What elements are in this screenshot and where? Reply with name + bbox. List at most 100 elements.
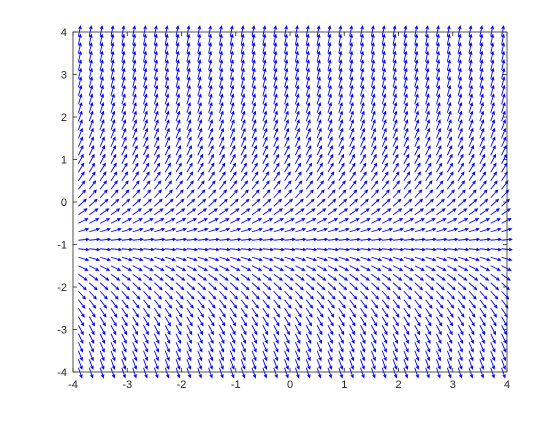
field-arrow <box>392 218 404 224</box>
field-arrow <box>208 76 213 88</box>
field-arrow <box>78 198 87 207</box>
field-arrow <box>99 42 104 54</box>
field-arrow <box>208 247 220 252</box>
field-arrow <box>490 316 497 327</box>
field-arrow <box>392 136 398 147</box>
field-arrow <box>501 25 505 37</box>
field-arrow <box>229 350 235 362</box>
field-arrow <box>240 189 249 199</box>
field-arrow <box>153 33 158 45</box>
field-arrow <box>78 325 84 336</box>
field-arrow <box>175 25 180 37</box>
y-tick-label: 1 <box>61 155 67 167</box>
field-arrow <box>121 171 129 181</box>
field-arrow <box>479 218 491 224</box>
field-arrow <box>414 180 422 190</box>
field-arrow <box>154 189 163 199</box>
field-arrow <box>436 316 443 327</box>
field-arrow <box>479 50 484 62</box>
field-arrow <box>229 25 234 37</box>
field-arrow <box>251 282 261 291</box>
field-arrow <box>99 198 109 207</box>
field-arrow <box>327 162 334 173</box>
field-arrow <box>262 350 268 362</box>
field-arrow <box>457 333 464 344</box>
field-arrow <box>153 42 158 54</box>
field-arrow <box>132 119 138 130</box>
field-arrow <box>316 342 322 353</box>
field-arrow <box>197 110 202 122</box>
field-arrow <box>446 50 451 62</box>
field-arrow <box>360 153 366 164</box>
field-arrow <box>273 189 282 199</box>
field-arrow <box>468 325 475 336</box>
field-arrow <box>381 299 390 309</box>
field-arrow <box>99 162 106 173</box>
field-arrow <box>458 237 470 242</box>
field-arrow <box>229 42 234 54</box>
field-arrow <box>186 218 198 224</box>
field-arrow <box>229 33 234 45</box>
field-arrow <box>381 25 386 37</box>
field-arrow <box>284 93 289 105</box>
y-tick-label: 0 <box>61 197 67 209</box>
field-arrow <box>305 76 311 88</box>
field-arrow <box>414 333 420 344</box>
field-arrow <box>219 325 225 336</box>
field-arrow <box>436 237 448 242</box>
field-arrow <box>99 180 108 190</box>
field-arrow <box>78 101 83 113</box>
field-arrow <box>219 180 227 190</box>
field-arrow <box>240 127 246 139</box>
field-arrow <box>241 237 253 242</box>
field-arrow <box>273 110 278 122</box>
field-arrow <box>240 162 247 173</box>
field-arrow <box>99 208 110 216</box>
field-arrow <box>479 359 485 370</box>
field-arrow <box>77 25 82 37</box>
field-arrow <box>479 237 492 242</box>
field-arrow <box>197 299 205 309</box>
field-arrow <box>284 59 289 71</box>
field-arrow <box>208 198 218 207</box>
field-arrow <box>479 171 487 181</box>
field-arrow <box>490 50 495 62</box>
field-arrow <box>262 101 267 113</box>
field-arrow <box>219 198 228 207</box>
field-arrow <box>208 33 212 45</box>
field-arrow <box>360 237 372 242</box>
field-arrow <box>240 299 249 309</box>
field-arrow <box>273 265 284 271</box>
field-arrow <box>78 350 83 362</box>
field-arrow <box>175 350 181 362</box>
field-arrow <box>479 316 486 327</box>
field-arrow <box>240 208 251 216</box>
field-arrow <box>446 136 453 147</box>
field-arrow <box>208 153 214 164</box>
field-arrow <box>457 25 462 37</box>
field-arrow <box>446 367 452 379</box>
field-arrow <box>295 342 301 353</box>
field-arrow <box>132 227 144 233</box>
field-arrow <box>273 237 286 242</box>
field-arrow <box>468 42 473 54</box>
field-arrow <box>88 162 96 173</box>
field-arrow <box>240 93 246 105</box>
field-arrow <box>370 367 376 379</box>
field-arrow <box>436 350 441 362</box>
field-arrow <box>501 316 508 327</box>
field-arrow <box>446 189 455 199</box>
field-arrow <box>370 42 375 54</box>
field-arrow <box>273 247 286 252</box>
field-arrow <box>295 350 300 362</box>
field-arrow <box>132 59 137 71</box>
field-arrow <box>403 265 415 271</box>
field-arrow <box>436 42 440 54</box>
field-arrow <box>164 316 171 327</box>
field-arrow <box>186 84 191 96</box>
field-arrow <box>349 227 361 233</box>
field-arrow <box>317 256 328 262</box>
field-arrow <box>479 162 486 173</box>
field-arrow <box>327 153 334 164</box>
field-arrow <box>273 227 285 233</box>
